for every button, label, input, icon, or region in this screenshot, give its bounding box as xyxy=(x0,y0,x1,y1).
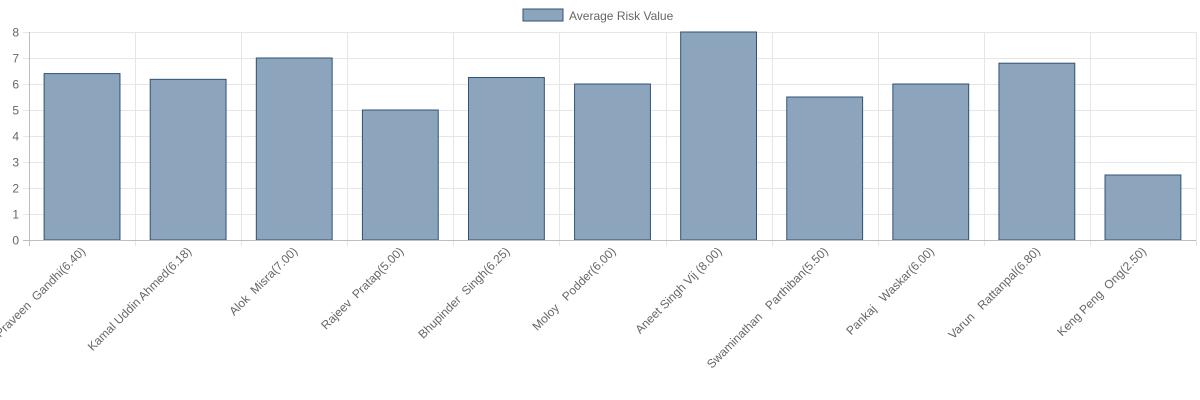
legend[interactable]: Average Risk Value xyxy=(522,8,674,23)
bar[interactable] xyxy=(361,109,439,241)
y-tick-label: 1 xyxy=(12,208,19,222)
bars xyxy=(43,31,1182,241)
bar[interactable] xyxy=(255,57,333,241)
y-tick-label: 5 xyxy=(12,104,19,118)
y-tick-label: 6 xyxy=(12,78,19,92)
legend-swatch xyxy=(522,8,564,22)
x-tick-label: Aneet Singh Vij (8.00) xyxy=(632,244,724,336)
x-tick-label: Keng Peng Ong(2.50) xyxy=(1054,244,1149,339)
bar[interactable] xyxy=(43,73,121,241)
y-tick-label: 0 xyxy=(12,234,19,248)
x-tick-label: Bhupinder Singh(6.25) xyxy=(415,244,512,341)
x-tick-label: Rajeev Pratap(5.00) xyxy=(318,244,406,332)
y-tick-label: 8 xyxy=(12,26,19,40)
axes xyxy=(23,32,1196,246)
y-tick-label: 4 xyxy=(12,130,19,144)
x-tick-label: Varun Rattanpal(6.80) xyxy=(946,244,1043,341)
x-tick-label: Alok Misra(7.00) xyxy=(226,244,300,318)
bar[interactable] xyxy=(1104,174,1182,241)
y-tick-label: 2 xyxy=(12,182,19,196)
x-tick-label: Pankaj Waskar(6.00) xyxy=(843,244,937,338)
bar[interactable] xyxy=(149,78,227,241)
bar[interactable] xyxy=(998,62,1076,241)
bar[interactable] xyxy=(786,96,864,241)
x-tick-label: Swaminathan Parthiban(5.50) xyxy=(704,244,831,371)
y-tick-label: 3 xyxy=(12,156,19,170)
x-tick-label: Kamal Uddin Ahmed(6.18) xyxy=(85,244,194,353)
y-tick-label: 7 xyxy=(12,52,19,66)
y-axis-tick-labels: 0 1 2 3 4 5 6 7 8 xyxy=(12,26,19,248)
bar[interactable] xyxy=(467,77,545,241)
bar[interactable] xyxy=(574,83,651,241)
x-tick-label: Moloy Podder(6.00) xyxy=(529,244,618,333)
bar[interactable] xyxy=(892,83,970,241)
x-axis-tick-labels: Praveen Gandhi(6.40)Kamal Uddin Ahmed(6.… xyxy=(0,244,1149,371)
legend-label: Average Risk Value xyxy=(569,9,674,23)
bar[interactable] xyxy=(680,31,758,241)
x-tick-label: Praveen Gandhi(6.40) xyxy=(0,244,88,340)
